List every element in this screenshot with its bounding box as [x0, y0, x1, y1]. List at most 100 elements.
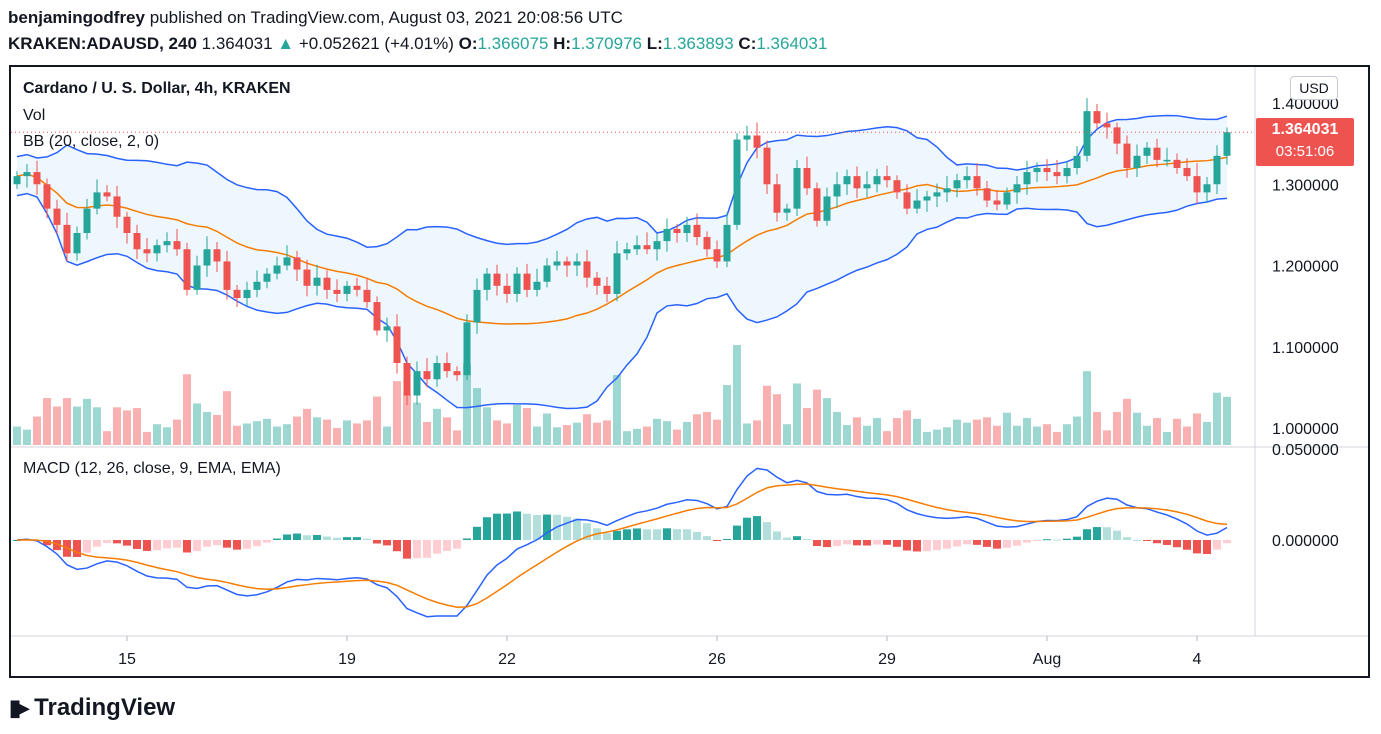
candle-body	[443, 363, 451, 372]
last-price-tag: 1.364031 03:51:06	[1256, 118, 1354, 166]
up-arrow-icon: ▲	[277, 34, 295, 53]
macd-histogram-bar	[373, 540, 381, 544]
macd-histogram-bar	[1003, 540, 1011, 548]
volume-bar	[1153, 418, 1161, 445]
candle-body	[773, 184, 781, 213]
macd-histogram-bar	[1103, 527, 1111, 540]
macd-histogram-bar	[243, 540, 251, 549]
candle-body	[513, 273, 521, 294]
time-tick-label: Aug	[1033, 651, 1061, 668]
candle-body	[843, 176, 851, 185]
macd-histogram-bar	[953, 540, 961, 547]
macd-tick-label: 0.000000	[1272, 533, 1339, 550]
bollinger-fill	[17, 115, 1227, 409]
volume-bar	[383, 426, 391, 445]
macd-histogram-bar	[963, 540, 971, 545]
volume-bar	[213, 415, 221, 445]
candle-body	[953, 180, 961, 189]
macd-histogram-bar	[533, 515, 541, 540]
candle-body	[143, 249, 151, 254]
volume-bar	[683, 421, 691, 445]
volume-bar	[923, 431, 931, 445]
volume-bar	[83, 398, 91, 445]
macd-histogram-bar	[633, 528, 641, 540]
macd-histogram-bar	[563, 516, 571, 540]
macd-histogram-bar	[843, 540, 851, 545]
volume-bar	[123, 410, 131, 445]
macd-histogram-bar	[803, 538, 811, 540]
volume-bar	[1063, 424, 1071, 445]
volume-bar	[153, 424, 161, 445]
macd-histogram-bar	[973, 540, 981, 545]
volume-bar	[183, 374, 191, 445]
macd-histogram-bar	[133, 540, 141, 549]
macd-histogram-bar	[1223, 540, 1231, 544]
macd-histogram-bar	[113, 540, 121, 544]
volume-bar	[333, 428, 341, 445]
macd-histogram-bar	[233, 540, 241, 550]
macd-signal-line	[16, 483, 1228, 609]
macd-histogram-bar	[663, 528, 671, 540]
macd-line	[16, 467, 1228, 618]
macd-histogram-bar	[333, 537, 341, 540]
candle-body	[473, 289, 481, 323]
macd-histogram-bar	[623, 529, 631, 540]
volume-bar	[103, 431, 111, 445]
macd-histogram-bar	[833, 540, 841, 547]
candle-body	[863, 184, 871, 189]
candle-body	[783, 208, 791, 213]
macd-histogram-bar	[283, 534, 291, 540]
candle-body	[1133, 155, 1141, 168]
volume-bar	[743, 423, 751, 445]
macd-histogram-bar	[193, 540, 201, 551]
macd-legend[interactable]: MACD (12, 26, close, 9, EMA, EMA)	[23, 460, 281, 477]
candle-body	[1173, 159, 1181, 168]
volume-bar	[33, 416, 41, 445]
candle-body	[323, 277, 331, 290]
currency-button[interactable]: USD	[1290, 76, 1338, 100]
candle-body	[813, 188, 821, 221]
candle-body	[583, 261, 591, 278]
candle-body	[503, 285, 511, 294]
volume-bar	[533, 426, 541, 445]
volume-bar	[793, 383, 801, 445]
macd-histogram-bar	[1153, 540, 1161, 544]
candle-body	[803, 168, 811, 189]
macd-histogram-bar	[93, 540, 101, 547]
macd-histogram-bar	[913, 540, 921, 552]
publisher-name[interactable]: benjamingodfrey	[8, 8, 145, 27]
candle-body	[363, 289, 371, 303]
macd-histogram-bar	[753, 516, 761, 540]
candle-body	[153, 245, 161, 254]
candle-body	[313, 277, 321, 286]
candle-body	[63, 224, 71, 254]
candle-body	[23, 172, 31, 177]
macd-histogram-bar	[693, 531, 701, 540]
symbol: KRAKEN:ADAUSD, 240	[8, 34, 197, 53]
candle-body	[293, 257, 301, 270]
volume-bar	[973, 419, 981, 445]
macd-histogram-bar	[83, 540, 91, 553]
candle-body	[73, 233, 81, 254]
candle-body	[923, 196, 931, 201]
candle-body	[943, 188, 951, 193]
candle-body	[113, 196, 121, 217]
macd-histogram-bar	[463, 538, 471, 540]
candle-body	[423, 371, 431, 380]
symbol-quote: KRAKEN:ADAUSD, 240 1.364031 ▲ +0.052621 …	[8, 34, 827, 54]
candle-body	[1193, 176, 1201, 193]
low-label: L:	[646, 34, 663, 53]
volume-bar	[863, 425, 871, 445]
volume-bar	[453, 430, 461, 445]
candle-body	[893, 180, 901, 193]
volume-bar	[733, 345, 741, 445]
bollinger-legend[interactable]: BB (20, close, 2, 0)	[23, 133, 160, 150]
volume-bar	[273, 426, 281, 445]
macd-histogram-bar	[1163, 540, 1171, 545]
candle-body	[1183, 168, 1191, 177]
candle-body	[693, 224, 701, 238]
volume-bar	[93, 407, 101, 445]
tradingview-logo[interactable]: ▮▸ TradingView	[9, 694, 175, 722]
price-tick-label: 1.300000	[1272, 177, 1339, 194]
